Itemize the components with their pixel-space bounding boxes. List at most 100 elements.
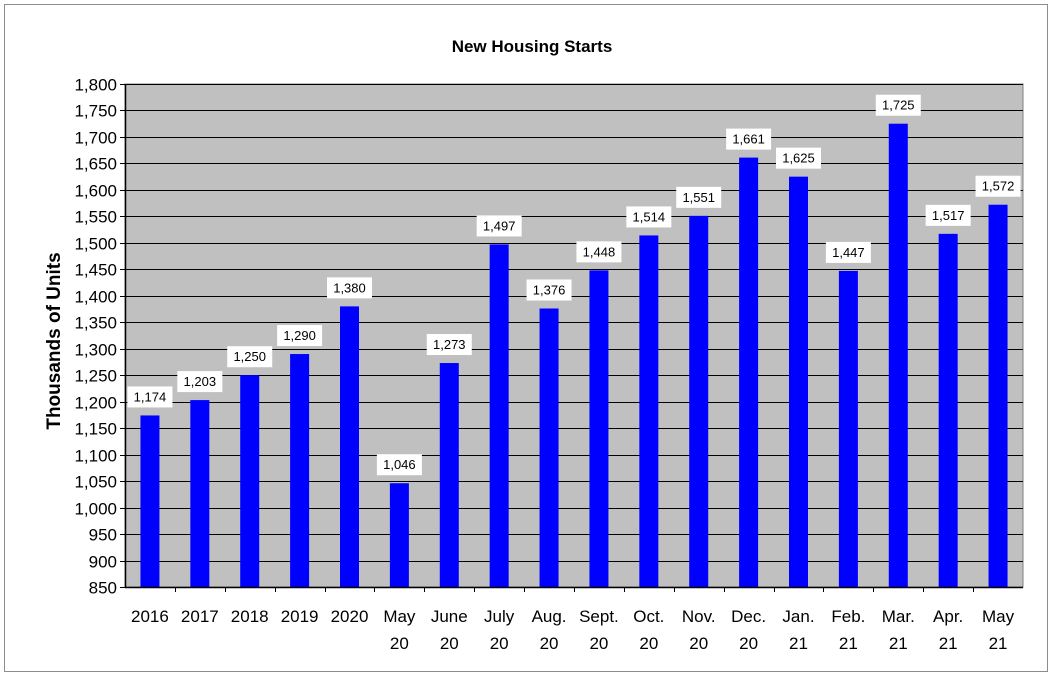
data-label: 1,497 [483, 218, 516, 233]
data-label-box [426, 334, 472, 356]
y-tick-label: 850 [89, 579, 117, 598]
data-label: 1,174 [134, 389, 167, 404]
y-tick-label: 950 [89, 526, 117, 545]
data-label-box [726, 128, 772, 150]
y-tick-label: 1,550 [74, 208, 117, 227]
x-tick-label: Dec. [731, 607, 766, 626]
x-tick-label: 21 [989, 634, 1008, 653]
y-axis-ticks: 850 900 950 1,000 1,050 1,100 1,150 1,200 1,250 1… [74, 76, 125, 598]
bars [140, 123, 1008, 588]
y-tick-label: 1,750 [74, 102, 117, 121]
bar [140, 415, 160, 587]
y-tick-label: 1,350 [74, 314, 117, 333]
data-label-box [875, 94, 921, 116]
bar [190, 400, 210, 587]
data-label: 1,376 [533, 282, 566, 297]
bar [539, 308, 559, 587]
data-label-box [376, 454, 422, 476]
chart-frame: New Housing Starts Thousands of Units 85… [4, 4, 1048, 672]
x-tick-label: 20 [739, 634, 758, 653]
x-tick-label: 21 [789, 634, 808, 653]
data-label-box [476, 215, 522, 237]
bar [439, 363, 459, 587]
data-label-box [277, 325, 323, 347]
bar [589, 270, 609, 587]
bar [739, 157, 759, 587]
x-tick-label: 21 [839, 634, 858, 653]
x-tick-label: 20 [490, 634, 509, 653]
y-tick-label: 1,100 [74, 447, 117, 466]
data-label: 1,517 [932, 208, 965, 223]
bar [789, 176, 808, 587]
y-tick-label: 1,600 [74, 182, 117, 201]
y-tick-label: 1,650 [74, 155, 117, 174]
plot-area [124, 83, 1024, 588]
gridlines [125, 84, 1023, 562]
x-tick-label: 2019 [281, 607, 319, 626]
x-tick-label: Sept. [579, 607, 619, 626]
data-label: 1,380 [333, 280, 366, 295]
data-label-box [526, 279, 572, 301]
x-tick-label: July [484, 607, 515, 626]
data-label-box [127, 386, 173, 408]
x-tick-label: 2017 [181, 607, 219, 626]
data-label: 1,551 [682, 190, 715, 205]
y-tick-label: 1,050 [74, 473, 117, 492]
x-tick-label: Feb. [831, 607, 865, 626]
data-labels: 1,174 1,203 1,250 1,290 1,380 1,046 1,273 1,497… [127, 94, 1021, 476]
bar [888, 123, 908, 588]
y-tick-label: 1,250 [74, 367, 117, 386]
x-tick-label: 21 [939, 634, 958, 653]
x-tick-label: Aug. [532, 607, 567, 626]
data-label: 1,625 [782, 151, 815, 166]
x-tick-label: May [383, 607, 416, 626]
bar [340, 306, 359, 587]
chart-title: New Housing Starts [452, 37, 613, 56]
x-tick-label: Nov. [682, 607, 716, 626]
x-tick-label: Mar. [882, 607, 915, 626]
data-label-box [177, 371, 223, 393]
x-tick-label: Oct. [633, 607, 664, 626]
data-label: 1,572 [982, 179, 1015, 194]
y-axis-label: Thousands of Units [44, 252, 65, 429]
data-label: 1,514 [633, 209, 666, 224]
x-axis-ticks: 2016 2017 2018 2019 2020 May20June20July20Aug… [131, 587, 1015, 653]
data-label: 1,290 [283, 328, 316, 343]
data-label-box [975, 175, 1021, 197]
x-tick-label: 20 [639, 634, 658, 653]
x-tick-label: 20 [589, 634, 608, 653]
data-label: 1,447 [832, 245, 865, 260]
x-tick-label: 2016 [131, 607, 169, 626]
x-tick-label: 20 [440, 634, 459, 653]
y-tick-label: 1,000 [74, 500, 117, 519]
bar-chart: New Housing Starts Thousands of Units 85… [44, 37, 1024, 653]
data-label-box [227, 346, 273, 368]
y-tick-label: 1,450 [74, 261, 117, 280]
y-tick-label: 1,200 [74, 394, 117, 413]
bar [290, 354, 310, 587]
bar [689, 215, 709, 588]
data-label: 1,725 [882, 98, 915, 113]
data-label: 1,203 [184, 374, 217, 389]
y-tick-label: 1,500 [74, 235, 117, 254]
x-tick-label: 20 [689, 634, 708, 653]
data-label-box [925, 204, 971, 226]
data-label-box [626, 206, 672, 228]
y-tick-label: 1,300 [74, 341, 117, 360]
data-label: 1,273 [433, 337, 466, 352]
x-tick-label: 21 [889, 634, 908, 653]
y-tick-label: 900 [89, 553, 117, 572]
data-label-box [825, 241, 871, 263]
bar [938, 233, 958, 587]
x-tick-label: May [982, 607, 1015, 626]
y-tick-label: 1,150 [74, 420, 117, 439]
x-tick-label: 2018 [231, 607, 269, 626]
bar [988, 204, 1008, 587]
data-label-box [576, 241, 622, 263]
x-tick-label: 20 [540, 634, 559, 653]
x-tick-label: 20 [390, 634, 409, 653]
data-label: 1,250 [233, 349, 266, 364]
bar [389, 483, 409, 587]
data-label: 1,046 [383, 457, 416, 472]
bar [838, 270, 858, 587]
